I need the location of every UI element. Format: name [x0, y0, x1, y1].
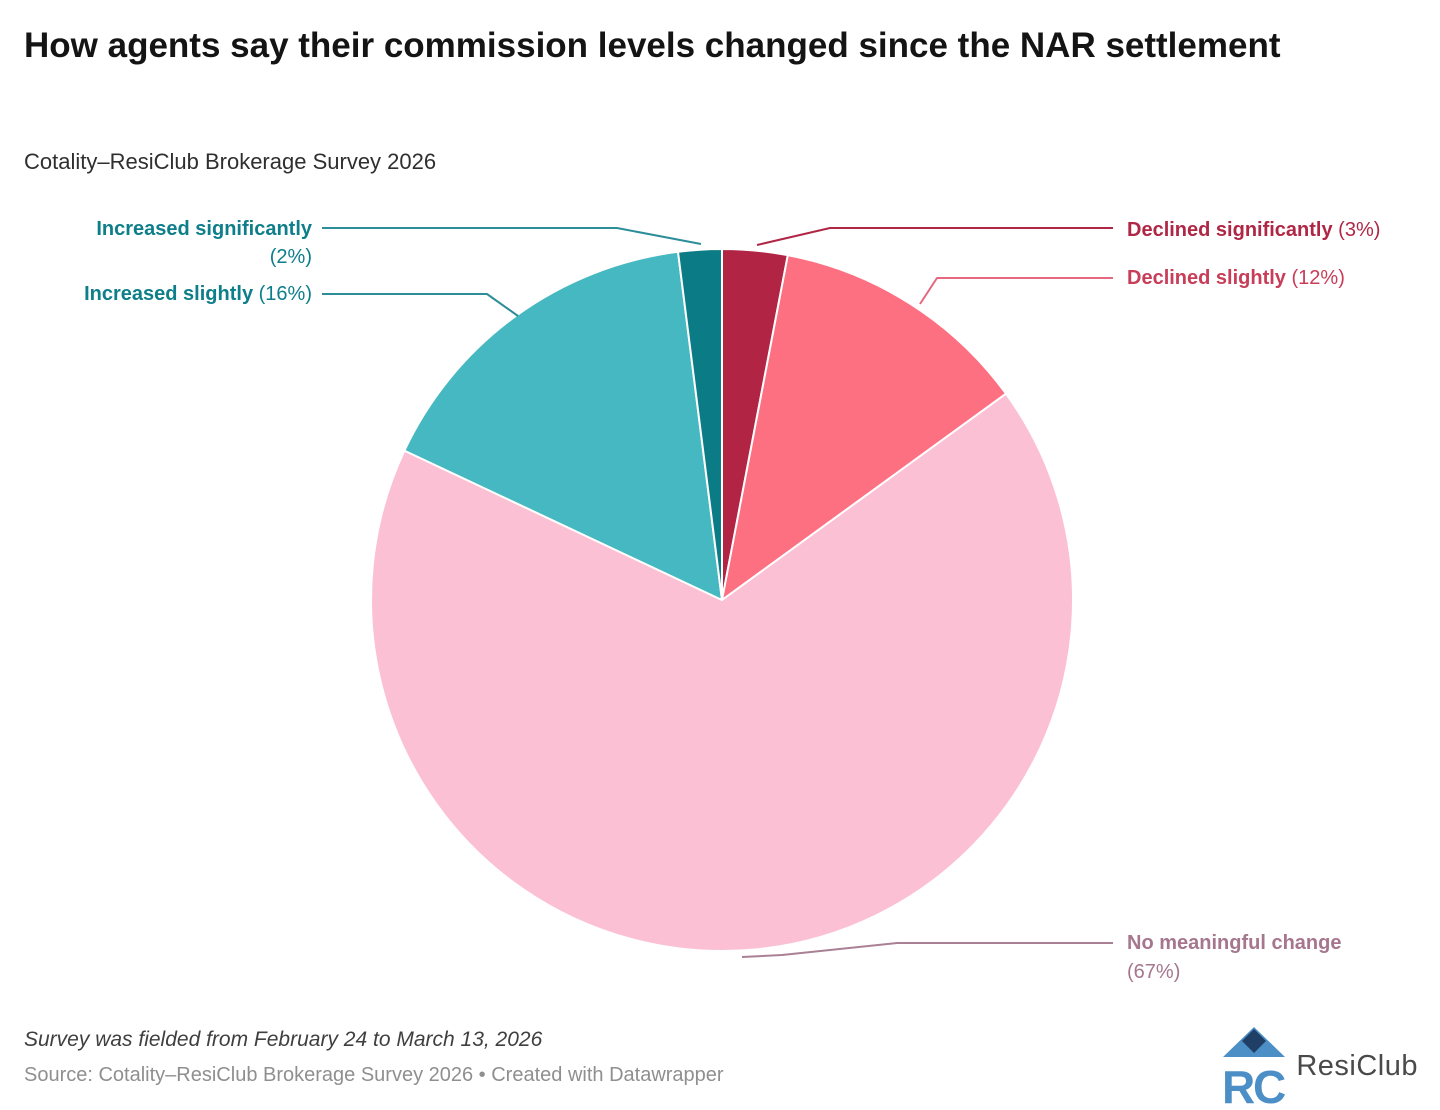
annotation-declined-significantly: Declined significantly (3%) [1127, 216, 1380, 244]
pie-slice-declined-slightly[interactable] [721, 254, 1007, 601]
resiclub-logo[interactable]: R C ResiClub [1222, 1027, 1418, 1110]
annotation-label: Increased slightly [84, 283, 254, 305]
page-title: How agents say their commission levels c… [24, 26, 1281, 65]
pie-slice-increased-significantly[interactable] [677, 248, 723, 601]
annotation-increased-significantly: Increased significantly (2%) [96, 215, 312, 271]
annotation-value: (2%) [269, 246, 312, 268]
logo-letter-r: R [1222, 1061, 1255, 1110]
pie-slice-no-meaningful-change[interactable] [370, 392, 1075, 952]
annotation-label: Declined slightly [1127, 267, 1286, 289]
leader-line-declined-slightly [919, 277, 1113, 305]
annotation-no-meaningful-change: No meaningful change (67%) [1127, 929, 1341, 987]
leader-line-declined-significantly [756, 227, 1113, 246]
resiclub-wordmark: ResiClub [1296, 1049, 1418, 1082]
logo-diamond [1242, 1029, 1267, 1053]
source-line: Source: Cotality–ResiClub Brokerage Surv… [24, 1064, 724, 1086]
leader-line-increased-significantly [322, 227, 702, 245]
leader-line-no-meaningful-change [741, 942, 1113, 958]
leader-line-increased-slightly [322, 293, 519, 317]
annotation-value: (3%) [1338, 219, 1381, 241]
annotation-declined-slightly: Declined slightly (12%) [1127, 264, 1345, 292]
survey-note: Survey was fielded from February 24 to M… [24, 1028, 543, 1051]
pie-slice-increased-slightly[interactable] [403, 250, 723, 601]
annotation-value: (12%) [1291, 267, 1345, 289]
page-subtitle: Cotality–ResiClub Brokerage Survey 2026 [24, 149, 437, 174]
annotation-increased-slightly: Increased slightly (16%) [84, 280, 312, 308]
annotation-value: (16%) [258, 283, 312, 305]
logo-letter-c: C [1253, 1061, 1286, 1110]
annotation-label: Declined significantly [1127, 219, 1333, 241]
annotation-value: (67%) [1127, 961, 1181, 983]
annotation-label: Increased significantly [96, 218, 312, 240]
resiclub-house-icon: R C [1222, 1027, 1287, 1110]
annotation-label: No meaningful change [1127, 932, 1342, 954]
